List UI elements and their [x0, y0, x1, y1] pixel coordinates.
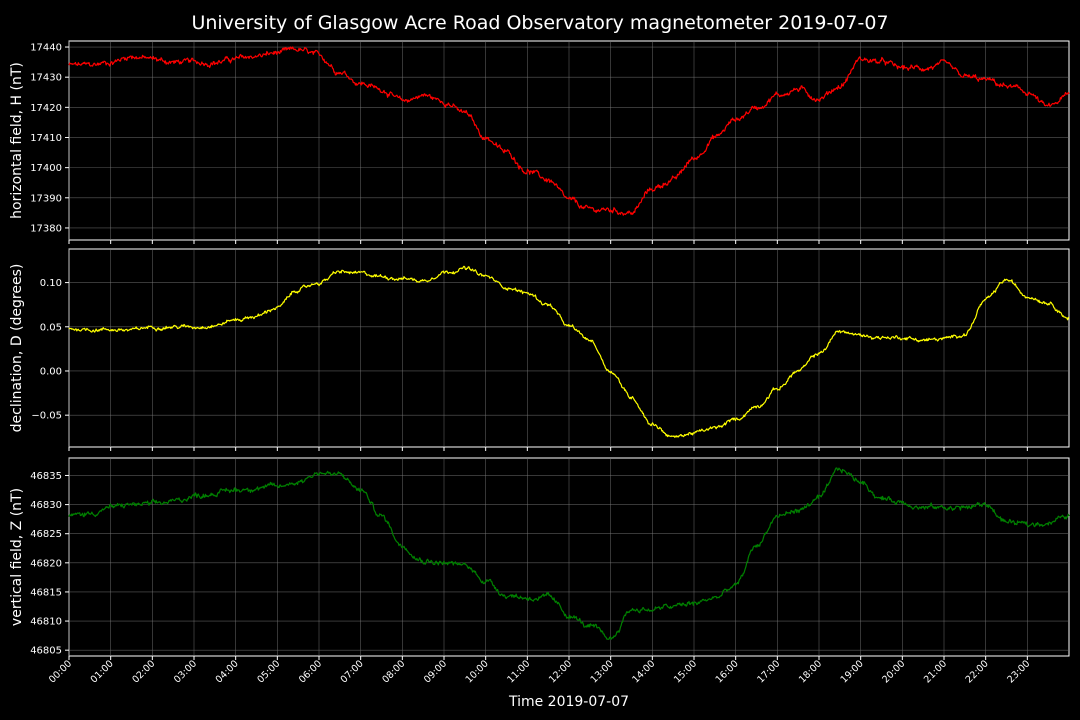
y-tick-label: 0.00	[40, 366, 62, 377]
chart-title: University of Glasgow Acre Road Observat…	[191, 12, 888, 34]
y-tick-label: 0.05	[40, 322, 62, 333]
y-tick-label: 17380	[30, 223, 62, 234]
x-tick-label: 11:00	[505, 658, 532, 685]
panel-3: 46805 46810 46815 46820 46825 46830 46835 verti…	[9, 457, 1070, 660]
y-tick-label: 17410	[30, 133, 62, 144]
y-tick-label: 17390	[30, 193, 62, 204]
x-tick-label: 16:00	[714, 658, 741, 685]
x-tick-label: 13:00	[589, 658, 616, 685]
x-tick-label: 20:00	[880, 658, 907, 685]
panels-layer: 17380 17390 17400 17410 17420 17430 17440 horiz…	[9, 40, 1070, 660]
y-tick-label: 46815	[30, 587, 62, 598]
x-tick-label: 06:00	[297, 658, 324, 685]
x-tick-label: 09:00	[422, 658, 449, 685]
y-tick-label: 17440	[30, 43, 62, 54]
x-tick-label: 04:00	[214, 658, 241, 685]
x-tick-label: 21:00	[922, 658, 949, 685]
x-axis-label: Time 2019-07-07	[508, 694, 629, 710]
x-tick-label: 17:00	[755, 658, 782, 685]
x-tick-label: 10:00	[464, 658, 491, 685]
y-axis-label: horizontal field, H (nT)	[9, 62, 25, 219]
x-tick-label: 08:00	[380, 658, 407, 685]
x-tick-label: 12:00	[547, 658, 574, 685]
y-tick-label: 0.10	[40, 278, 62, 289]
x-tick-label: 22:00	[964, 658, 991, 685]
x-tick-label: 07:00	[339, 658, 366, 685]
series-line-1	[68, 46, 1070, 216]
series-line-3	[68, 467, 1070, 640]
x-tick-label: 23:00	[1005, 658, 1032, 685]
y-tick-label: −0.05	[31, 411, 62, 422]
y-tick-label: 17430	[30, 73, 62, 84]
x-tick-label: 15:00	[672, 658, 699, 685]
y-tick-label: 46830	[30, 500, 62, 511]
x-tick-label: 00:00	[47, 658, 74, 685]
x-tick-label: 02:00	[130, 658, 157, 685]
x-tick-label: 01:00	[89, 658, 116, 685]
y-tick-label: 17420	[30, 103, 62, 114]
y-tick-label: 46825	[30, 529, 62, 540]
x-tick-label: 05:00	[255, 658, 282, 685]
x-tick-label: 18:00	[797, 658, 824, 685]
series-line-2	[68, 265, 1070, 438]
y-tick-label: 46810	[30, 617, 62, 628]
panel-2: −0.05 0.00 0.05 0.10 declination, D (degrees…	[9, 248, 1070, 451]
y-tick-label: 46835	[30, 471, 62, 482]
x-tick-label: 14:00	[630, 658, 657, 685]
panel-1: 17380 17390 17400 17410 17420 17430 17440 horiz…	[9, 40, 1070, 244]
x-tick-label: 19:00	[839, 658, 866, 685]
y-tick-label: 17400	[30, 163, 62, 174]
x-axis: 00:00 01:00 02:00 03:00 04:00 05:00 06:00 07:00…	[47, 658, 1032, 685]
y-axis-label: declination, D (degrees)	[9, 264, 25, 433]
y-tick-label: 46820	[30, 558, 62, 569]
y-axis-label: vertical field, Z (nT)	[9, 488, 25, 626]
y-tick-label: 46805	[30, 646, 62, 657]
x-tick-label: 03:00	[172, 658, 199, 685]
